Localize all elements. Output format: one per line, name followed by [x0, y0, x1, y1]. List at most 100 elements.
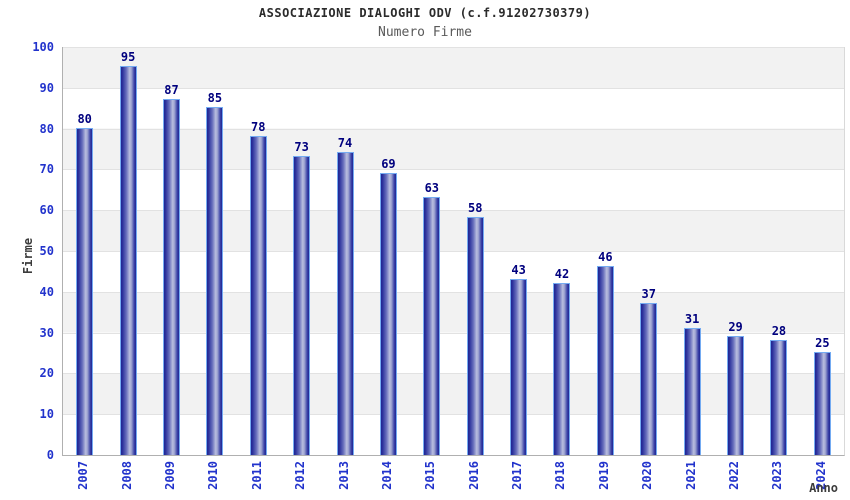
bar-value-label: 87	[164, 83, 179, 97]
x-tick-label: 2023	[770, 461, 785, 490]
x-label-cell: 2022	[713, 461, 756, 500]
bar	[683, 327, 701, 455]
plot-area: 80 95 87 85 78 73 74 69 63 58 43 42 46 37 31 29 28 25	[62, 47, 845, 456]
bar	[293, 156, 311, 455]
bar-slot: 37	[627, 47, 670, 455]
x-tick-label: 2012	[293, 461, 308, 490]
x-label-cell: 2015	[409, 461, 452, 500]
bar-value-label: 43	[511, 262, 526, 277]
x-label-cell: 2017	[496, 461, 539, 500]
bar-slot: 46	[584, 47, 627, 455]
y-tick-label: 20	[39, 366, 54, 381]
bar-value-label: 25	[815, 336, 830, 350]
gridline	[63, 251, 844, 252]
bar-slot: 63	[410, 47, 453, 455]
bar-slot: 95	[106, 47, 149, 455]
x-tick-label: 2011	[249, 461, 264, 490]
x-label-cell: 2010	[192, 461, 235, 500]
bar-value-label: 80	[77, 111, 92, 126]
bar-slot: 73	[280, 47, 323, 455]
bar	[206, 107, 224, 455]
bar	[553, 282, 571, 455]
x-tick-label: 2010	[206, 461, 221, 490]
x-axis-labels: 2007 2008 2009 2010 2011 2012 2013 2014 2015 2016…	[62, 461, 843, 500]
y-tick-label: 60	[39, 203, 54, 218]
bar-slot: 69	[367, 47, 410, 455]
x-tick-label: 2019	[596, 461, 611, 490]
y-tick-label: 90	[39, 80, 54, 95]
gridline	[63, 332, 844, 334]
x-label-cell: 2021	[669, 461, 712, 500]
bar-value-label: 85	[207, 91, 223, 106]
gridline	[63, 291, 844, 293]
bar-value-label: 46	[598, 250, 613, 265]
bar-value-label: 31	[684, 311, 700, 326]
x-label-cell: 2019	[583, 461, 626, 500]
bar	[640, 303, 658, 455]
bar-value-label: 58	[467, 201, 483, 216]
gridline	[63, 47, 844, 48]
bar-value-label: 28	[771, 323, 787, 338]
bar-slot: 78	[237, 47, 280, 455]
bar	[336, 152, 354, 455]
x-label-cell: 2009	[149, 461, 192, 500]
chart-subtitle: Numero Firme	[378, 25, 472, 40]
x-axis-title: Anno	[809, 481, 838, 495]
bar	[423, 197, 441, 455]
gridline	[63, 87, 844, 89]
bar	[379, 172, 397, 455]
x-label-cell: 2016	[453, 461, 496, 500]
bar-slot: 25	[801, 47, 844, 455]
bar-value-label: 69	[381, 156, 396, 171]
bar-slot: 42	[540, 47, 583, 455]
y-axis-ticks: 0 10 20 30 40 50 60 70 80 90 100	[0, 0, 54, 500]
bar-slot: 80	[63, 47, 106, 455]
chart-title: ASSOCIAZIONE DIALOGHI ODV (c.f.912027303…	[258, 6, 592, 20]
bar-slot: 43	[497, 47, 540, 455]
bar-value-label: 37	[641, 287, 656, 301]
bar	[727, 335, 745, 455]
x-label-cell: 2020	[626, 461, 669, 500]
bar-value-label: 42	[554, 266, 570, 281]
x-label-cell: 2018	[539, 461, 582, 500]
bar-slot: 87	[150, 47, 193, 455]
bar	[119, 66, 137, 455]
x-tick-label: 2017	[510, 461, 525, 490]
gridline	[63, 373, 844, 375]
x-tick-label: 2015	[423, 461, 438, 490]
bar-slot: 31	[670, 47, 713, 455]
x-tick-label: 2020	[640, 461, 655, 490]
bar	[162, 99, 180, 455]
x-tick-label: 2007	[76, 461, 91, 490]
bar-value-label: 29	[728, 319, 743, 334]
y-tick-label: 50	[39, 244, 54, 258]
bar	[813, 352, 831, 455]
y-tick-label: 100	[32, 40, 54, 54]
x-label-cell: 2014	[366, 461, 409, 500]
bar	[510, 278, 528, 455]
y-axis-title: Firme	[21, 237, 35, 275]
gridlines	[63, 47, 844, 455]
x-label-cell: 2011	[236, 461, 279, 500]
bar-slot: 29	[714, 47, 757, 455]
gridline	[63, 169, 844, 171]
gridline	[63, 414, 844, 416]
x-tick-label: 2008	[119, 461, 134, 490]
bar-value-label: 73	[294, 140, 309, 155]
x-tick-label: 2009	[162, 461, 177, 490]
x-label-cell: 2013	[322, 461, 365, 500]
y-tick-label: 80	[39, 121, 54, 136]
y-tick-label: 0	[46, 448, 54, 462]
gridline	[63, 128, 844, 130]
bar	[596, 266, 614, 455]
x-tick-label: 2016	[466, 461, 481, 490]
bar-value-label: 95	[120, 50, 136, 65]
x-tick-label: 2018	[553, 461, 568, 490]
bar-value-label: 63	[424, 181, 440, 195]
y-tick-label: 30	[39, 325, 54, 340]
x-tick-label: 2022	[727, 461, 742, 490]
bar	[76, 127, 94, 455]
bar-value-label: 78	[251, 119, 266, 134]
x-label-cell: 2007	[62, 461, 105, 500]
